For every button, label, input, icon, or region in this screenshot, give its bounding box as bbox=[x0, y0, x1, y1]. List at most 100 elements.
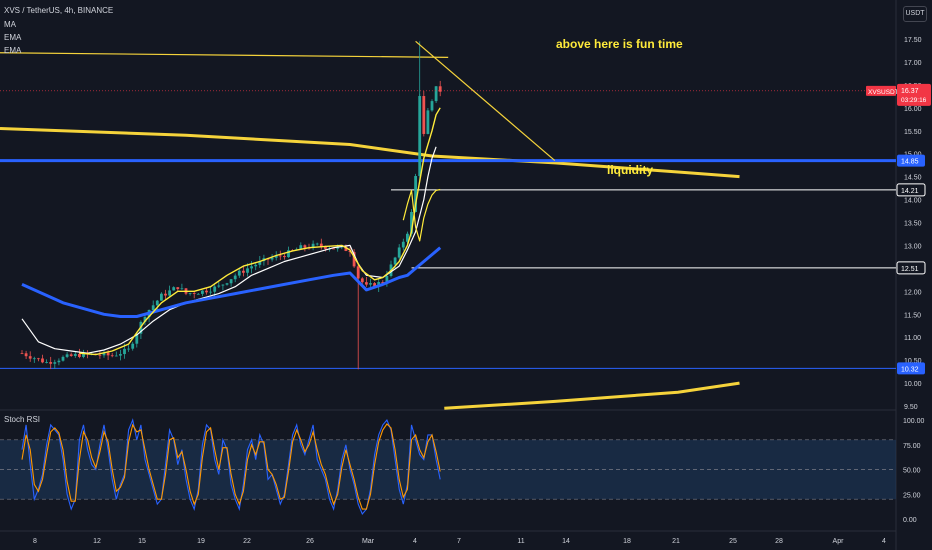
candle bbox=[143, 314, 147, 326]
candle-body bbox=[151, 305, 155, 310]
candle bbox=[401, 238, 405, 251]
candle bbox=[20, 350, 24, 355]
candle-body bbox=[369, 283, 372, 285]
candle bbox=[250, 260, 253, 274]
candle bbox=[299, 242, 303, 250]
candle-body bbox=[237, 270, 241, 276]
long-ma-curve bbox=[0, 127, 740, 179]
candle-body bbox=[192, 293, 196, 294]
candle-body bbox=[41, 358, 44, 363]
candle bbox=[57, 358, 61, 366]
candle bbox=[254, 262, 258, 271]
annotation-fun-time: above here is fun time bbox=[556, 37, 683, 51]
candle-body bbox=[233, 275, 237, 280]
time-tick-label: 21 bbox=[672, 538, 680, 545]
candle bbox=[119, 349, 122, 361]
candle bbox=[172, 286, 176, 291]
candle-body bbox=[397, 247, 401, 258]
candle bbox=[131, 341, 135, 351]
trendline-top bbox=[0, 52, 449, 58]
candle bbox=[422, 90, 426, 137]
candle bbox=[242, 265, 245, 277]
candle-body bbox=[123, 348, 126, 355]
candle bbox=[180, 283, 184, 290]
level-price-tag bbox=[897, 362, 925, 375]
candle bbox=[205, 287, 208, 295]
indicator-label-ema-2[interactable]: EMA bbox=[4, 46, 22, 55]
candle-body bbox=[20, 353, 24, 355]
price-tick-label: 16.00 bbox=[904, 106, 922, 113]
candle-body bbox=[422, 96, 426, 134]
candle bbox=[49, 356, 53, 370]
candle-body bbox=[98, 354, 102, 356]
candle-body bbox=[53, 362, 57, 364]
price-tick-label: 15.50 bbox=[904, 129, 922, 136]
candle-body bbox=[61, 356, 65, 361]
indicator-label-ema[interactable]: EMA bbox=[4, 33, 22, 42]
candle-body bbox=[385, 275, 389, 284]
candle-body bbox=[426, 110, 430, 134]
time-tick-label: Apr bbox=[833, 538, 845, 545]
candle bbox=[307, 243, 311, 250]
candle-body bbox=[49, 362, 53, 364]
candle bbox=[139, 320, 143, 339]
candle-body bbox=[28, 356, 32, 359]
candle-body bbox=[78, 353, 81, 357]
candle bbox=[110, 352, 114, 358]
candle-body bbox=[258, 261, 262, 265]
candle-body bbox=[274, 255, 278, 258]
candle bbox=[283, 254, 286, 260]
candle-body bbox=[106, 352, 110, 356]
candle-body bbox=[205, 290, 208, 293]
candle-body bbox=[360, 278, 364, 283]
time-tick-label: 28 bbox=[775, 538, 783, 545]
rsi-tick-label: 25.00 bbox=[903, 492, 921, 499]
rsi-series-k bbox=[21, 418, 441, 516]
candle-body bbox=[315, 243, 319, 245]
price-tick-label: 17.00 bbox=[904, 60, 922, 67]
candle bbox=[114, 351, 118, 357]
candle bbox=[209, 287, 212, 295]
trendline-diagonal bbox=[415, 40, 556, 162]
time-tick-label: 22 bbox=[243, 538, 251, 545]
candle-body bbox=[283, 256, 286, 258]
price-tick-label: 13.50 bbox=[904, 221, 922, 228]
level-price-label: 14.85 bbox=[901, 159, 919, 166]
time-tick-label: 7 bbox=[457, 538, 461, 545]
annotation-liquidity: liquidity bbox=[607, 163, 653, 177]
time-tick-label: 25 bbox=[729, 538, 737, 545]
price-tick-label: 9.50 bbox=[904, 404, 918, 411]
candle-body bbox=[119, 354, 122, 356]
candle-body bbox=[110, 355, 114, 357]
candle-body bbox=[201, 290, 204, 294]
candle-body bbox=[401, 241, 405, 248]
candle bbox=[229, 279, 233, 287]
candle bbox=[196, 292, 200, 295]
price-tick-label: 10.50 bbox=[904, 358, 922, 365]
candle-body bbox=[176, 287, 180, 290]
candle-body bbox=[209, 291, 212, 293]
candle bbox=[221, 284, 225, 291]
candle bbox=[430, 99, 434, 112]
candle bbox=[237, 267, 241, 278]
candle bbox=[24, 350, 28, 359]
candle-body bbox=[336, 246, 340, 249]
candle bbox=[164, 289, 167, 300]
candle bbox=[352, 249, 356, 268]
time-tick-label: 14 bbox=[562, 538, 570, 545]
candle bbox=[98, 351, 102, 359]
candle bbox=[73, 351, 77, 358]
candle bbox=[438, 80, 442, 97]
candle-body bbox=[225, 283, 229, 285]
level-price-label: 10.32 bbox=[901, 366, 919, 373]
candle-body bbox=[434, 86, 438, 102]
rsi-tick-label: 0.00 bbox=[903, 517, 917, 524]
candle-body bbox=[155, 300, 159, 306]
candle-body bbox=[221, 284, 225, 286]
candle bbox=[28, 351, 32, 362]
candle-body bbox=[344, 246, 348, 251]
indicator-label-ma[interactable]: MA bbox=[4, 20, 16, 29]
currency-button[interactable]: USDT bbox=[903, 6, 927, 22]
candle-body bbox=[410, 211, 413, 234]
